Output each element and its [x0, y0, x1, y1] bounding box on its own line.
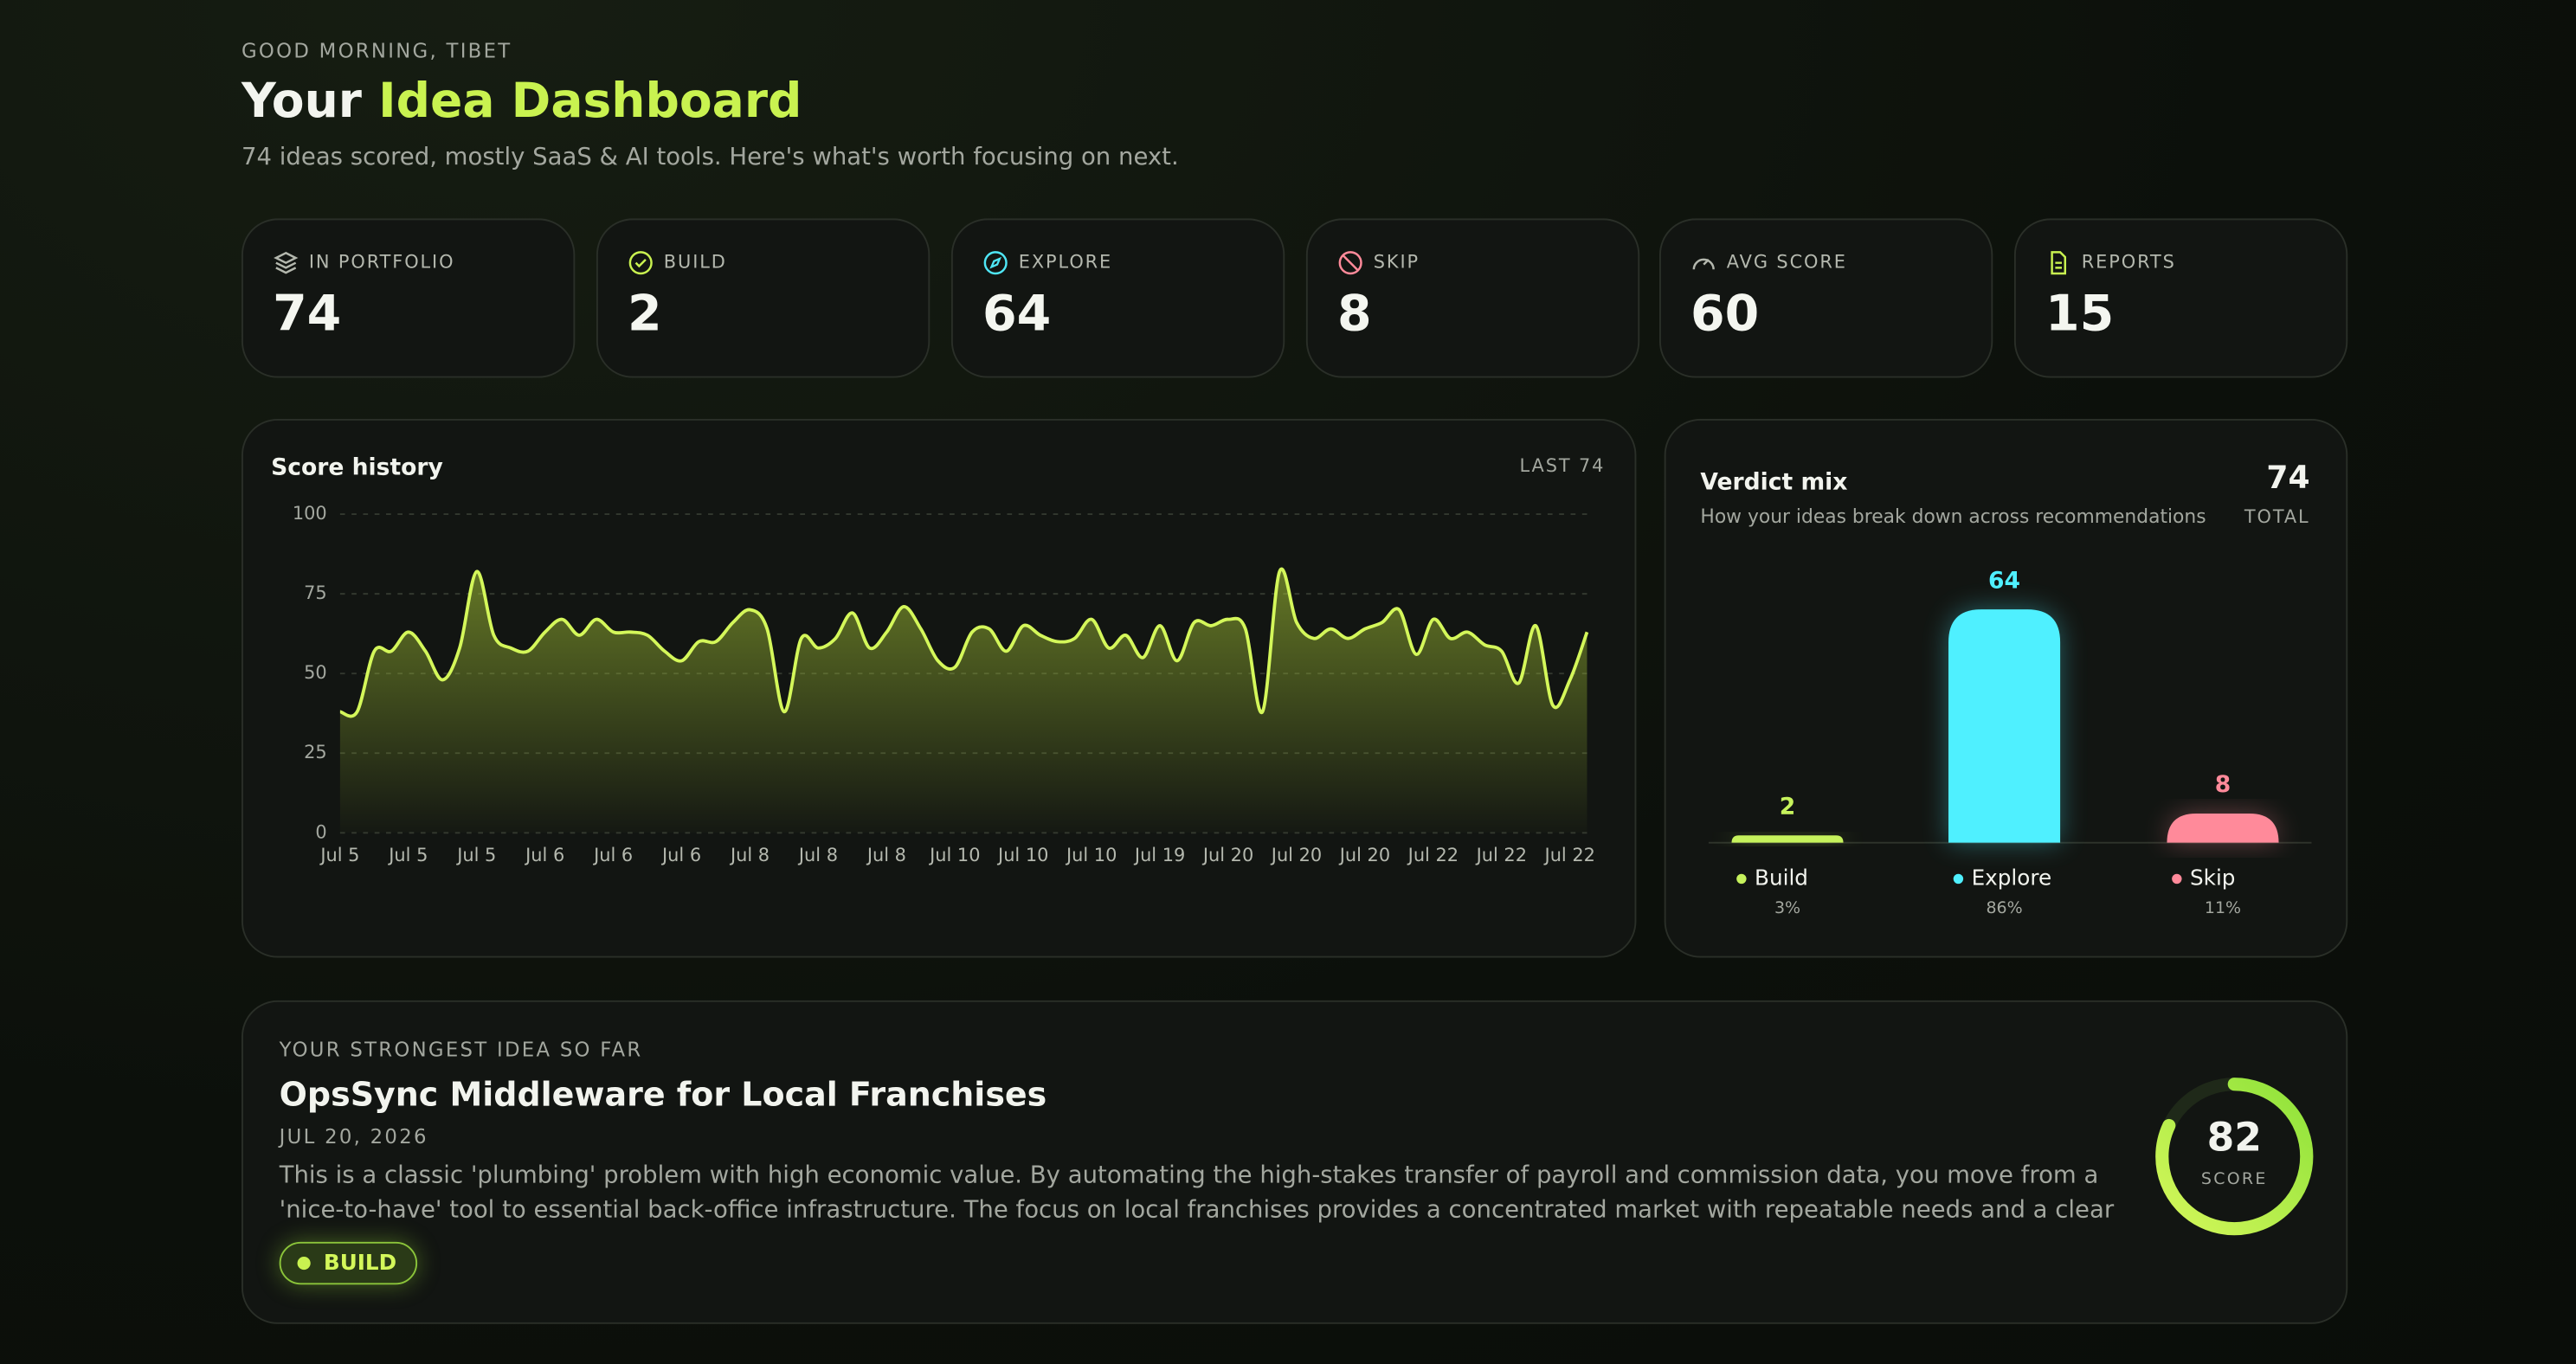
stat-label: AVG SCORE — [1726, 251, 1847, 273]
score-value: 82 — [2207, 1115, 2262, 1161]
stat-label: IN PORTFOLIO — [308, 251, 455, 273]
stat-label: REPORTS — [2081, 251, 2176, 273]
x-tick-label: Jul 10 — [1065, 845, 1117, 865]
title-accent: Idea Dashboard — [378, 72, 802, 129]
y-tick-label: 50 — [304, 662, 327, 683]
share-label: 86% — [1986, 898, 2022, 917]
stat-card: BUILD 2 — [596, 218, 931, 378]
x-tick-label: Jul 6 — [660, 845, 701, 865]
bar-value-label: 8 — [2215, 771, 2231, 798]
bar-value-label: 64 — [1988, 567, 2020, 594]
stat-label: EXPLORE — [1018, 251, 1113, 273]
x-tick-label: Jul 22 — [1543, 845, 1595, 865]
y-tick-label: 25 — [304, 742, 327, 762]
stat-card: AVG SCORE 60 — [1658, 218, 1993, 378]
y-tick-label: 75 — [304, 582, 327, 603]
ban-icon — [1338, 251, 1362, 275]
top-idea-card: YOUR STRONGEST IDEA SO FAR OpsSync Middl… — [242, 1000, 2348, 1324]
top-idea-eyebrow: YOUR STRONGEST IDEA SO FAR — [279, 1038, 643, 1062]
badge-text: BUILD — [323, 1251, 397, 1277]
title-lead: Your — [242, 72, 362, 129]
bar — [2167, 813, 2279, 843]
top-idea-description: This is a classic 'plumbing' problem wit… — [279, 1162, 2115, 1225]
top-idea-title: OpsSync Middleware for Local Franchises — [279, 1074, 1047, 1114]
x-tick-label: Jul 22 — [1475, 845, 1527, 865]
stat-value: 8 — [1336, 286, 1372, 344]
stat-label: BUILD — [663, 251, 727, 273]
stat-card: SKIP 8 — [1305, 218, 1640, 378]
subtitle: 74 ideas scored, mostly SaaS & AI tools.… — [242, 145, 1179, 171]
bar — [1948, 609, 2061, 843]
chart-title: Verdict mix — [1700, 469, 1847, 496]
x-tick-label: Jul 20 — [1338, 845, 1390, 865]
x-tick-label: Jul 6 — [592, 845, 633, 865]
stat-card: EXPLORE 64 — [950, 218, 1285, 378]
category-label: Explore — [1972, 865, 2052, 890]
page-title: Your Idea Dashboard — [242, 73, 802, 129]
x-tick-label: Jul 8 — [797, 845, 838, 865]
compass-icon — [983, 251, 1008, 275]
file-icon — [2051, 251, 2067, 275]
verdict-badge: BUILD — [279, 1241, 418, 1285]
x-tick-label: Jul 6 — [524, 845, 564, 865]
x-tick-label: Jul 8 — [729, 845, 770, 865]
score-label: SCORE — [2201, 1169, 2268, 1188]
gauge-icon — [1692, 258, 1715, 270]
category-label: Skip — [2190, 865, 2235, 890]
stat-label: SKIP — [1373, 251, 1420, 273]
stat-value: 2 — [628, 286, 662, 344]
x-tick-label: Jul 10 — [928, 845, 980, 865]
legend-dot — [2172, 873, 2182, 885]
x-tick-label: Jul 5 — [387, 845, 428, 865]
category-label: Build — [1755, 865, 1808, 890]
stat-value: 74 — [273, 286, 342, 344]
legend-dot — [1736, 873, 1747, 885]
legend-dot — [1953, 873, 1964, 885]
total-label: TOTAL — [2244, 506, 2310, 527]
y-tick-label: 0 — [315, 821, 326, 842]
chart-subtitle: How your ideas break down across recomme… — [1700, 506, 2206, 528]
badge-dot — [297, 1256, 311, 1271]
score-ring — [2155, 1078, 2314, 1236]
x-tick-label: Jul 5 — [319, 845, 359, 865]
stat-value: 15 — [2045, 286, 2115, 344]
x-tick-label: Jul 22 — [1407, 845, 1459, 865]
share-label: 3% — [1774, 898, 1800, 917]
greeting: GOOD MORNING, TIBET — [242, 39, 512, 63]
x-tick-label: Jul 19 — [1133, 845, 1185, 865]
bar-value-label: 2 — [1780, 793, 1795, 820]
check-icon — [628, 251, 653, 275]
x-tick-label: Jul 20 — [1201, 845, 1253, 865]
x-tick-label: Jul 8 — [866, 845, 906, 865]
stack-icon — [274, 251, 299, 274]
top-idea-date: JUL 20, 2026 — [279, 1125, 428, 1148]
stat-value: 64 — [982, 286, 1052, 344]
x-tick-label: Jul 5 — [455, 845, 496, 865]
share-label: 11% — [2205, 898, 2241, 917]
line — [339, 567, 1589, 718]
chart-title: Score history — [271, 454, 443, 480]
y-tick-label: 100 — [293, 503, 327, 524]
stat-card: REPORTS 15 — [2013, 218, 2348, 378]
bar — [1731, 835, 1844, 843]
x-tick-label: Jul 10 — [996, 845, 1048, 865]
area — [339, 569, 1587, 833]
chart-badge: LAST 74 — [1520, 455, 1606, 476]
stat-card: IN PORTFOLIO 74 — [242, 218, 576, 378]
stat-value: 60 — [1690, 286, 1760, 344]
total-value: 74 — [2266, 460, 2309, 496]
x-tick-label: Jul 20 — [1270, 845, 1322, 865]
